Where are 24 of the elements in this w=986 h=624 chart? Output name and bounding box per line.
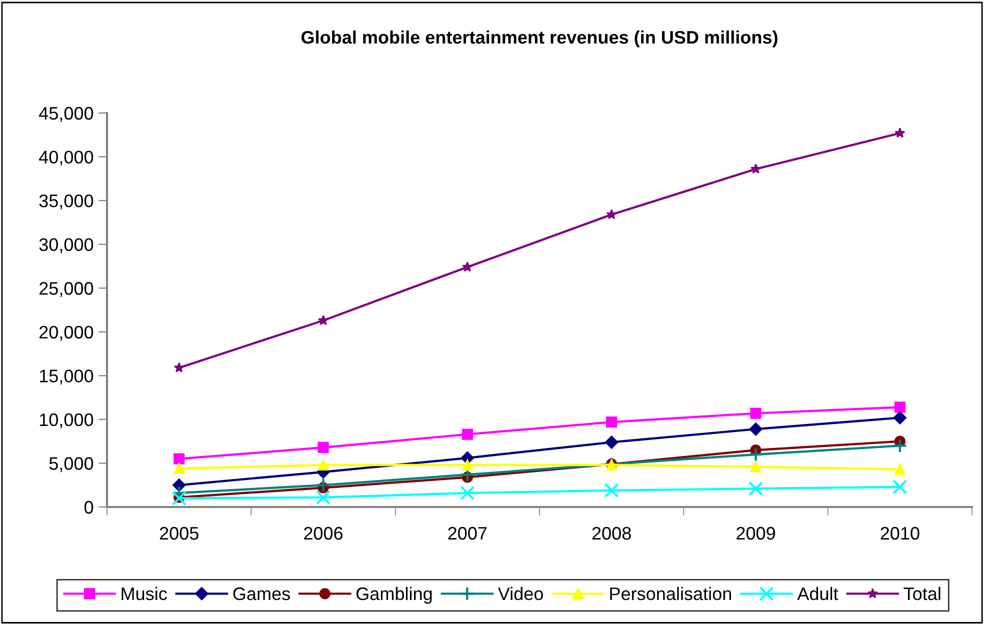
legend-label: Music	[122, 586, 167, 600]
y-tick-label: 5,000	[49, 457, 94, 472]
y-tick-label: 0	[84, 500, 94, 514]
x-tick-label: 2010	[880, 526, 920, 540]
y-tick-label: 45,000	[39, 106, 94, 122]
legend-label: Adult	[797, 586, 838, 600]
y-tick-label: 35,000	[39, 194, 94, 210]
x-tick-label: 2008	[592, 526, 631, 540]
legend-label: Personalisation	[610, 586, 731, 600]
x-tick-label: 2006	[304, 526, 343, 540]
legend-label: Video	[498, 586, 543, 600]
legend-label: Total	[904, 586, 940, 600]
y-tick-label: 15,000	[40, 370, 94, 385]
legend-label: Games	[233, 587, 290, 600]
y-tick-label: 10,000	[40, 413, 94, 428]
chart-title: Global mobile entertainment revenues (in USD millions)	[301, 30, 778, 48]
x-tick-label: 2009	[736, 526, 775, 540]
y-tick-label: 30,000	[39, 238, 94, 254]
legend-label: Gambling	[356, 586, 432, 604]
x-tick-label: 2005	[160, 526, 198, 540]
y-tick-label: 25,000	[39, 282, 94, 297]
y-tick-label: 20,000	[39, 326, 94, 341]
x-tick-label: 2007	[448, 526, 487, 540]
y-tick-label: 40,000	[39, 150, 94, 166]
